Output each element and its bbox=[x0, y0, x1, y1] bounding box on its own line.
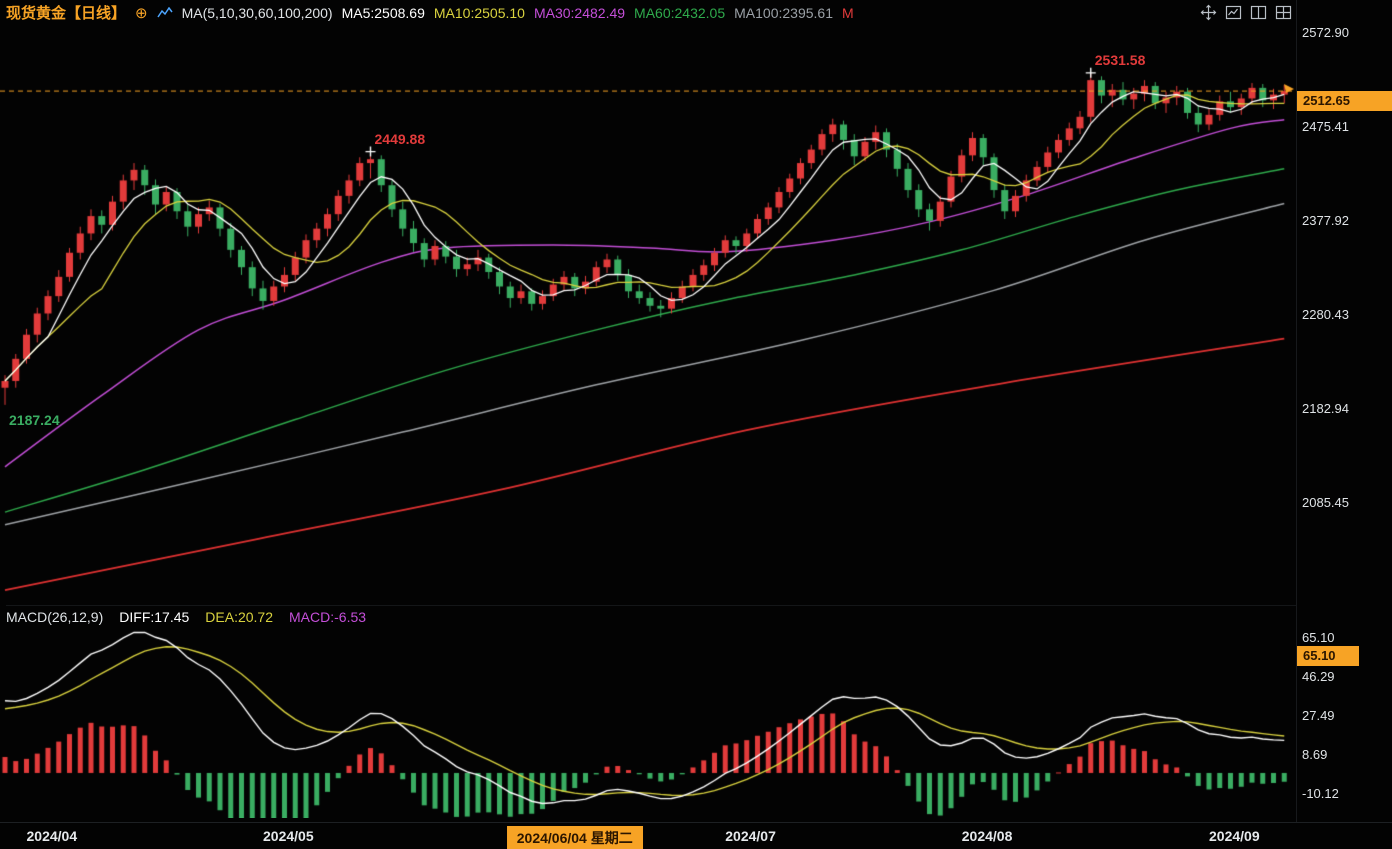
macd-axis-label: 65.10 bbox=[1302, 630, 1335, 645]
x-axis-tick: 2024/08 bbox=[961, 828, 1013, 844]
price-axis-label: 2182.94 bbox=[1302, 401, 1349, 416]
ma200-value-truncated: M bbox=[841, 4, 854, 21]
macd-axis-label: -10.12 bbox=[1302, 785, 1339, 801]
indicator-icon[interactable] bbox=[156, 6, 173, 19]
pan-move-icon[interactable] bbox=[1200, 4, 1217, 21]
price-axis-label: 2377.92 bbox=[1302, 213, 1349, 228]
x-axis-tick: 2024/05 bbox=[263, 828, 314, 844]
macd-axis-label: 8.69 bbox=[1302, 746, 1328, 762]
macd-diff-value: DIFF:17.45 bbox=[119, 608, 190, 625]
macd-chart-canvas[interactable] bbox=[0, 628, 1296, 818]
macd-dea-value: DEA:20.72 bbox=[205, 608, 274, 625]
price-annotation: 2449.88 bbox=[374, 130, 426, 147]
ma10-value: MA10:2505.10 bbox=[433, 4, 525, 21]
window-controls bbox=[1200, 4, 1292, 21]
price-axis-label: 2280.43 bbox=[1302, 307, 1349, 322]
ma30-value: MA30:2482.49 bbox=[533, 4, 626, 21]
price-axis-label: 2572.90 bbox=[1302, 25, 1349, 40]
split-pane-icon[interactable] bbox=[1250, 4, 1267, 21]
ma100-value: MA100:2395.61 bbox=[734, 4, 833, 21]
macd-axis-label: 46.29 bbox=[1302, 669, 1335, 684]
macd-params-label: MACD(26,12,9) bbox=[6, 608, 104, 625]
chart-header: 现货黄金【日线】 ⊕ MA(5,10,30,60,100,200) MA5:25… bbox=[6, 0, 854, 25]
price-axis-label: 2085.45 bbox=[1302, 495, 1349, 510]
add-indicator-icon[interactable]: ⊕ bbox=[135, 4, 148, 22]
price-annotation: 2187.24 bbox=[9, 411, 60, 428]
x-axis-tick: 2024/09 bbox=[1209, 828, 1260, 844]
ma60-value: MA60:2432.05 bbox=[634, 4, 726, 21]
current-price-badge: 2512.65 bbox=[1297, 91, 1392, 112]
macd-axis-badge: 65.10 bbox=[1297, 646, 1359, 666]
instrument-title: 现货黄金【日线】 bbox=[6, 5, 127, 22]
price-axis-label: 2475.41 bbox=[1302, 119, 1349, 134]
macd-axis-label: 27.49 bbox=[1302, 707, 1335, 723]
crosshair-date-label: 2024/06/04 星期二 bbox=[506, 826, 643, 849]
chart-pane-icon[interactable] bbox=[1225, 4, 1242, 21]
x-axis: 2024/04 2024/05 2024/06/04 星期二 2024/07 2024/… bbox=[0, 822, 1392, 849]
x-axis-tick: 2024/07 bbox=[725, 828, 776, 844]
axis-divider bbox=[1296, 0, 1297, 822]
ma-params-label: MA(5,10,30,60,100,200) bbox=[181, 4, 333, 21]
macd-legend: MACD(26,12,9) DIFF:17.45 DEA:20.72 MACD:… bbox=[6, 605, 1296, 627]
grid-pane-icon[interactable] bbox=[1275, 4, 1292, 21]
main-chart-canvas[interactable] bbox=[0, 25, 1296, 607]
price-annotation: 2531.58 bbox=[1094, 51, 1146, 68]
x-axis-tick: 2024/04 bbox=[26, 828, 78, 844]
ma5-value: MA5:2508.69 bbox=[341, 4, 425, 21]
macd-hist-value: MACD:-6.53 bbox=[289, 608, 367, 625]
